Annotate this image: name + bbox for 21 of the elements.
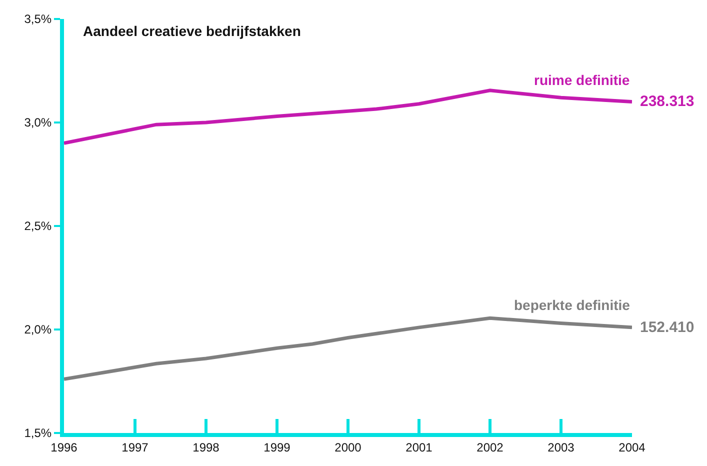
y-tick-label: 2,5%: [24, 219, 52, 234]
line-series: [64, 88, 632, 145]
series-label: beperkte definitie: [514, 297, 630, 313]
annotation: 152.410: [640, 319, 694, 336]
x-tick-label: 2004: [618, 440, 646, 454]
annotation: 238.313: [640, 93, 694, 110]
series-label: ruime definitie: [534, 72, 630, 88]
x-tick-label: 1999: [264, 440, 291, 454]
x-tick-label: 2001: [406, 440, 433, 454]
x-tick-label: 1997: [122, 440, 149, 454]
y-tick-label: 3,0%: [24, 116, 52, 130]
x-tick-label: 1996: [50, 440, 78, 454]
line-series: [64, 316, 632, 381]
x-tick-label: 2003: [548, 440, 575, 454]
y-tick-label: 1,5%: [24, 426, 52, 440]
x-tick-label: 2002: [476, 440, 504, 454]
y-tick-label: 3,5%: [24, 12, 52, 26]
x-tick-label: 2000: [334, 440, 362, 454]
chart-title: Aandeel creatieve bedrijfstakken: [83, 23, 301, 39]
x-tick-label: 1998: [192, 440, 220, 454]
y-tick-label: 2,0%: [24, 322, 52, 337]
